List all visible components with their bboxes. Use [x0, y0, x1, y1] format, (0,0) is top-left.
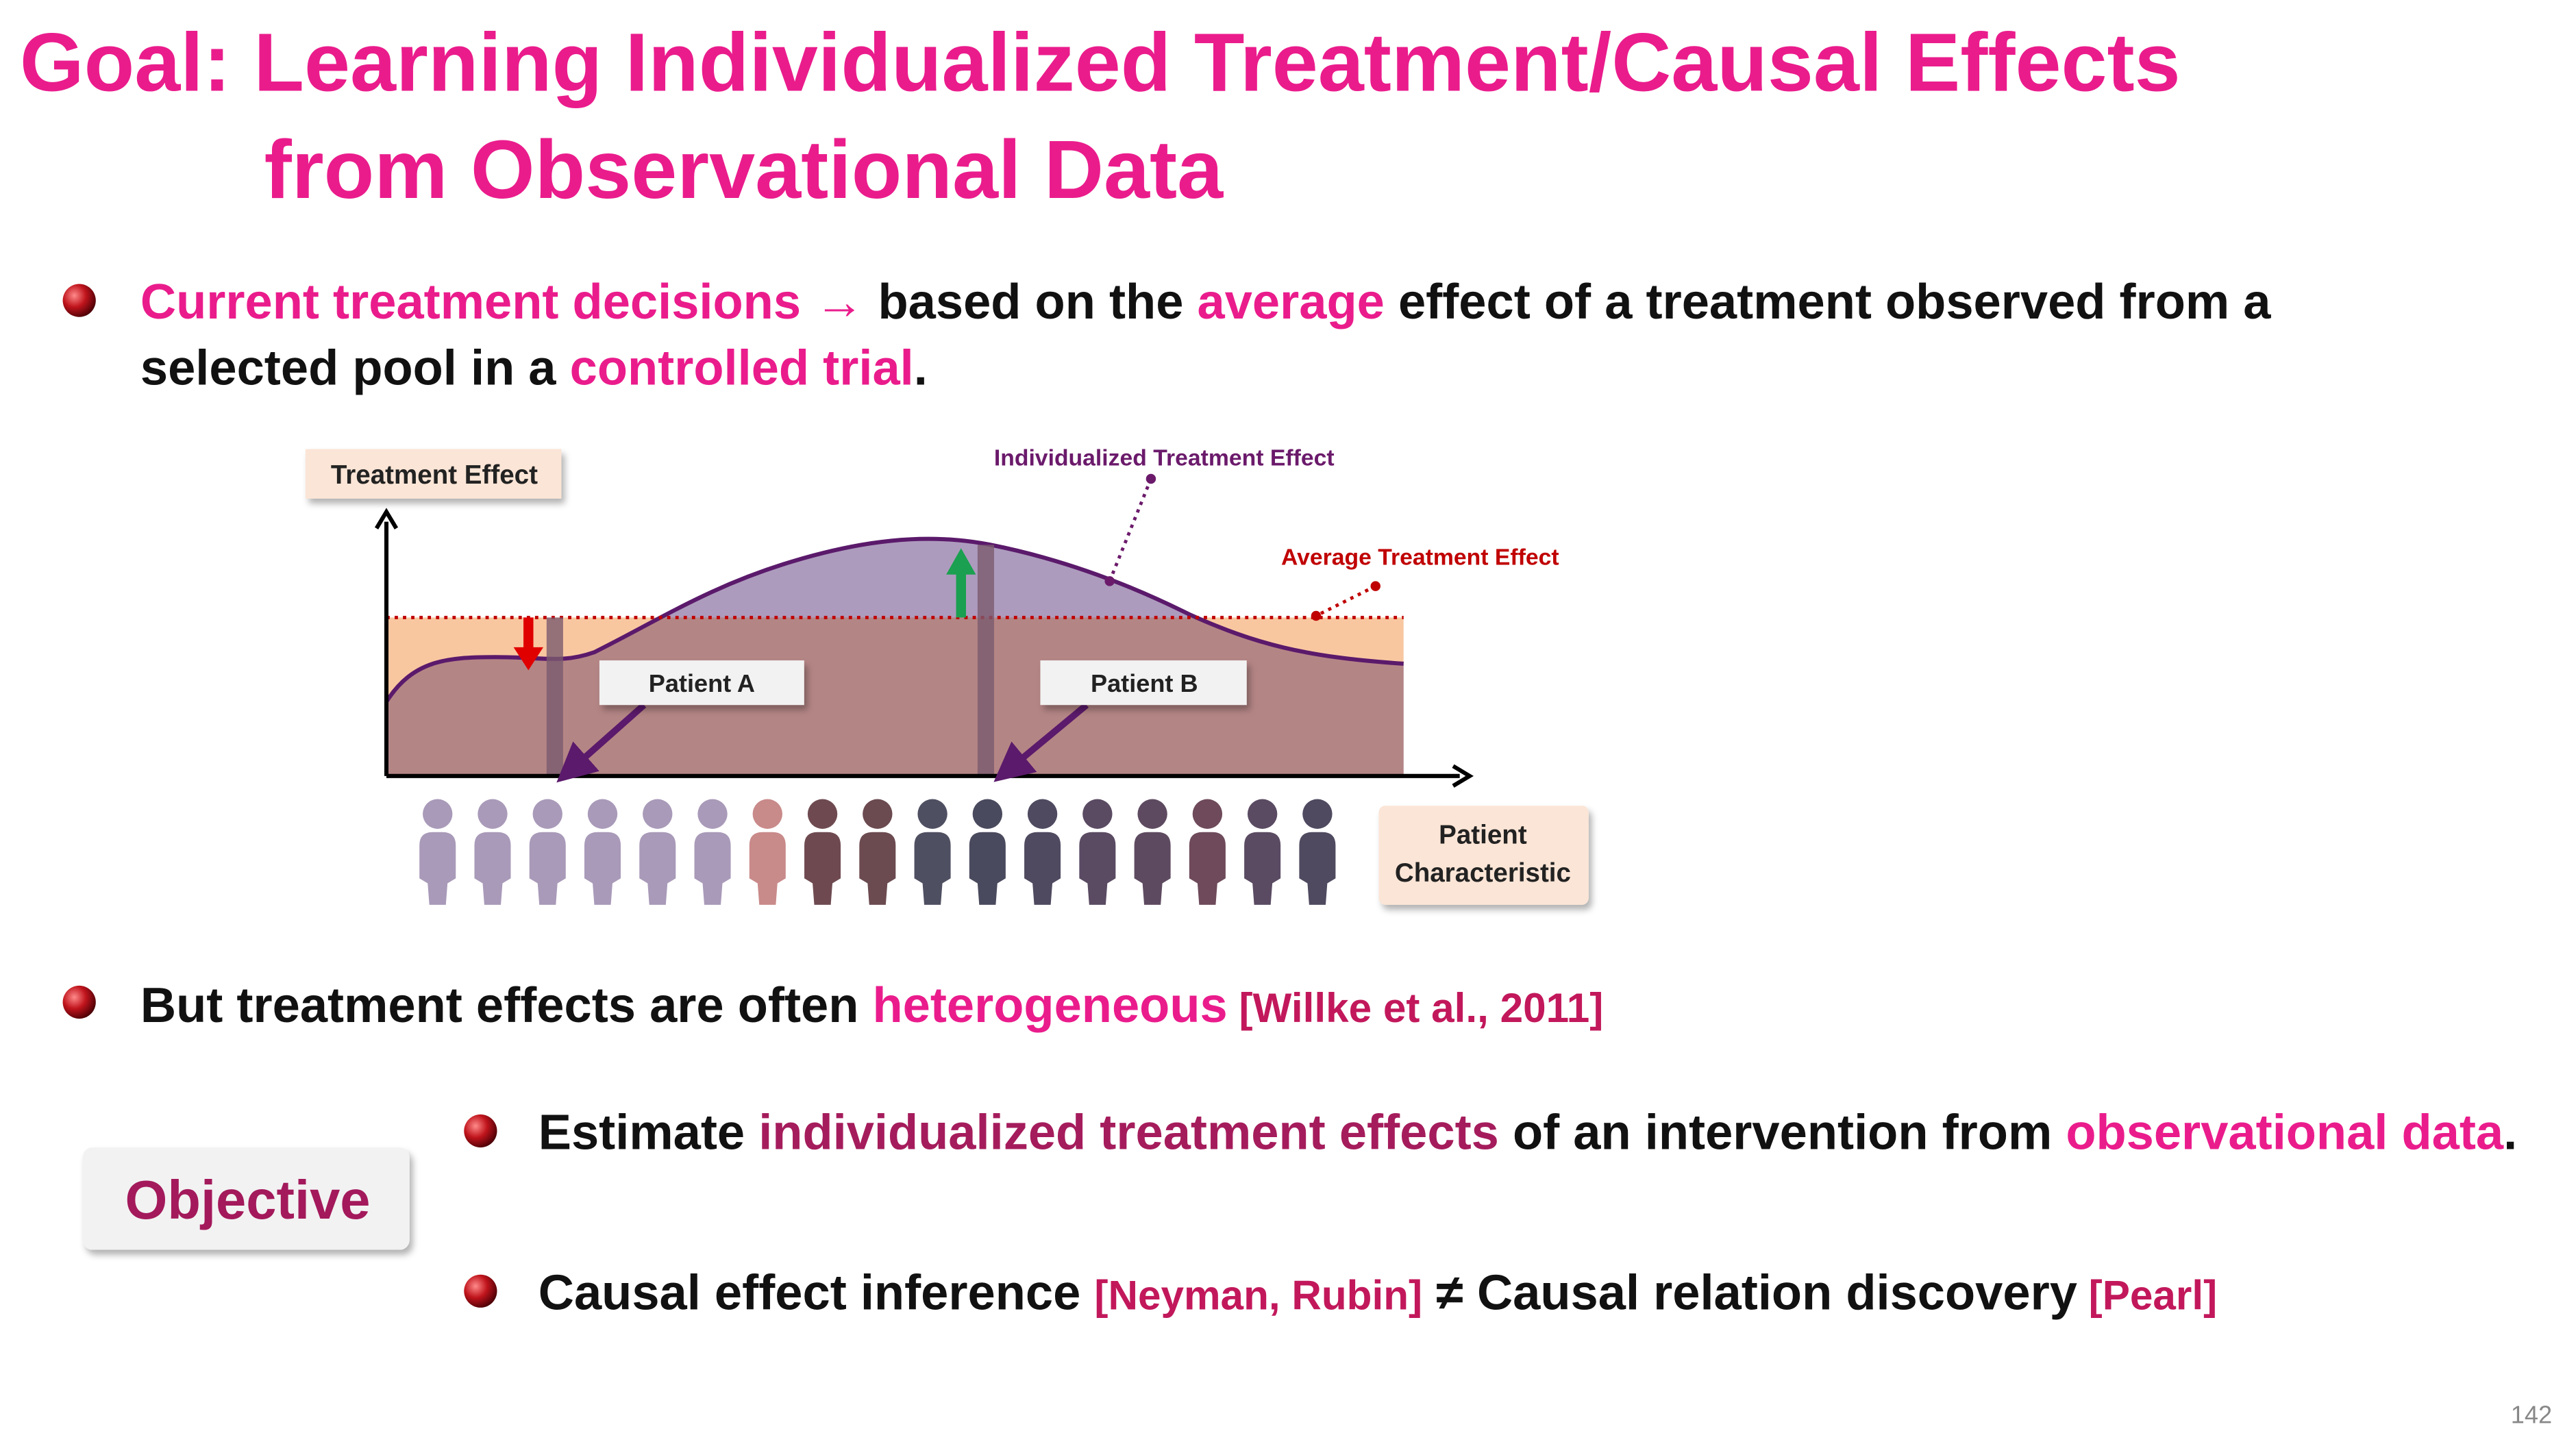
person-icon	[1189, 832, 1226, 905]
bullet-text: Causal effect inference [Neyman, Rubin] …	[538, 1265, 2217, 1320]
leader	[1370, 581, 1380, 591]
text-run: [Pearl]	[2077, 1271, 2217, 1318]
text-run: But treatment effects are often	[140, 978, 873, 1033]
text-run: of an intervention from	[1499, 1106, 2066, 1160]
title-line: Goal: Learning Individualized Treatment/…	[20, 16, 2181, 109]
annotation: Individualized Treatment Effect	[994, 445, 1335, 471]
person-icon	[807, 799, 838, 829]
patient-label: Patient B	[1091, 669, 1198, 697]
person-icon	[639, 832, 676, 905]
title-line: from Observational Data	[264, 123, 1224, 216]
person-icon	[1192, 799, 1223, 829]
leader	[1311, 610, 1322, 621]
label-box	[599, 660, 804, 706]
person-icon	[587, 799, 618, 829]
person-icon	[474, 832, 511, 905]
person-icon	[1302, 799, 1333, 829]
annotation: Average Treatment Effect	[1281, 544, 1559, 570]
curve	[384, 536, 1404, 703]
person-icon	[1079, 832, 1116, 905]
person-icon	[804, 832, 841, 905]
person-icon	[863, 799, 893, 829]
x-axis	[1452, 764, 1474, 788]
text-run: Causal effect inference	[538, 1265, 1095, 1320]
person-icon	[917, 799, 948, 829]
text-run: ≠	[1422, 1265, 1477, 1320]
text-run: .	[914, 341, 928, 396]
text-run: controlled trial	[570, 341, 914, 396]
person-icon	[1137, 799, 1167, 829]
bullet-text: selected pool in a controlled trial.	[140, 341, 928, 396]
patient-bar	[977, 545, 994, 776]
objective-label: Objective	[125, 1169, 371, 1230]
bullet-dot	[62, 284, 96, 317]
person-icon	[423, 799, 453, 829]
person-icon	[1244, 832, 1281, 905]
patient-label: Patient A	[649, 669, 755, 697]
pointer-arrow	[556, 702, 647, 783]
objective-box	[82, 1147, 410, 1250]
person-icon	[752, 799, 782, 829]
leader	[1315, 584, 1376, 618]
person-icon	[1024, 832, 1061, 905]
person-icon	[1299, 832, 1336, 905]
person-icon	[1027, 799, 1058, 829]
bullet-dot	[464, 1274, 497, 1308]
up-arrow	[946, 548, 976, 618]
person-icon	[1134, 832, 1171, 905]
text-run: selected pool in a	[140, 341, 570, 396]
person-icon	[643, 799, 673, 829]
y-axis-label: Treatment Effect	[331, 460, 538, 490]
person-icon	[749, 832, 786, 905]
text-run: observational data	[2066, 1106, 2504, 1160]
bullet-text: Current treatment decisions → based on t…	[140, 275, 2271, 329]
text-run: individualized treatment effects	[758, 1106, 1499, 1160]
y-axis	[374, 508, 399, 530]
text-run: [Willke et al., 2011]	[1228, 984, 1604, 1031]
x-axis-label: Patient	[1439, 821, 1527, 850]
text-run: heterogeneous	[872, 978, 1227, 1033]
person-icon	[914, 832, 951, 905]
person-icon	[694, 832, 731, 905]
person-icon	[532, 799, 562, 829]
bullet-dot	[62, 985, 96, 1019]
text-run: Estimate	[538, 1106, 758, 1160]
label-box	[1040, 660, 1247, 706]
page-number: 142	[2511, 1401, 2552, 1429]
text-run: Causal relation discovery	[1477, 1265, 2077, 1320]
leader	[1108, 478, 1153, 582]
label-box	[1378, 806, 1589, 905]
person-icon	[972, 799, 1003, 829]
pointer-arrow	[993, 702, 1089, 782]
bullet-text: But treatment effects are often heteroge…	[140, 978, 1604, 1033]
person-icon	[859, 832, 896, 905]
text-run: based on the	[878, 275, 1198, 329]
person-icon	[478, 799, 508, 829]
person-icon	[969, 832, 1006, 905]
person-icon	[529, 832, 566, 905]
label-box	[305, 449, 562, 499]
x-axis-label: Characteristic	[1395, 858, 1571, 888]
bullet-dot	[464, 1114, 497, 1148]
people	[419, 799, 1336, 905]
text-run: Current treatment decisions →	[140, 275, 878, 329]
text-run: .	[2503, 1106, 2517, 1160]
leader	[1104, 576, 1115, 586]
person-icon	[1247, 799, 1278, 829]
diagram: Treatment Effect Individualized Treatmen…	[305, 445, 1589, 905]
leader	[1145, 473, 1156, 484]
patient-bar	[546, 617, 563, 776]
down-arrow	[513, 617, 543, 671]
text-run: [Neyman, Rubin]	[1094, 1271, 1422, 1318]
person-icon	[419, 832, 456, 905]
text-run: effect of a treatment observed from a	[1385, 275, 2271, 329]
person-icon	[1082, 799, 1113, 829]
person-icon	[584, 832, 621, 905]
person-icon	[697, 799, 728, 829]
text-run: average	[1198, 275, 1385, 329]
bullet-text: Estimate individualized treatment effect…	[538, 1106, 2517, 1160]
